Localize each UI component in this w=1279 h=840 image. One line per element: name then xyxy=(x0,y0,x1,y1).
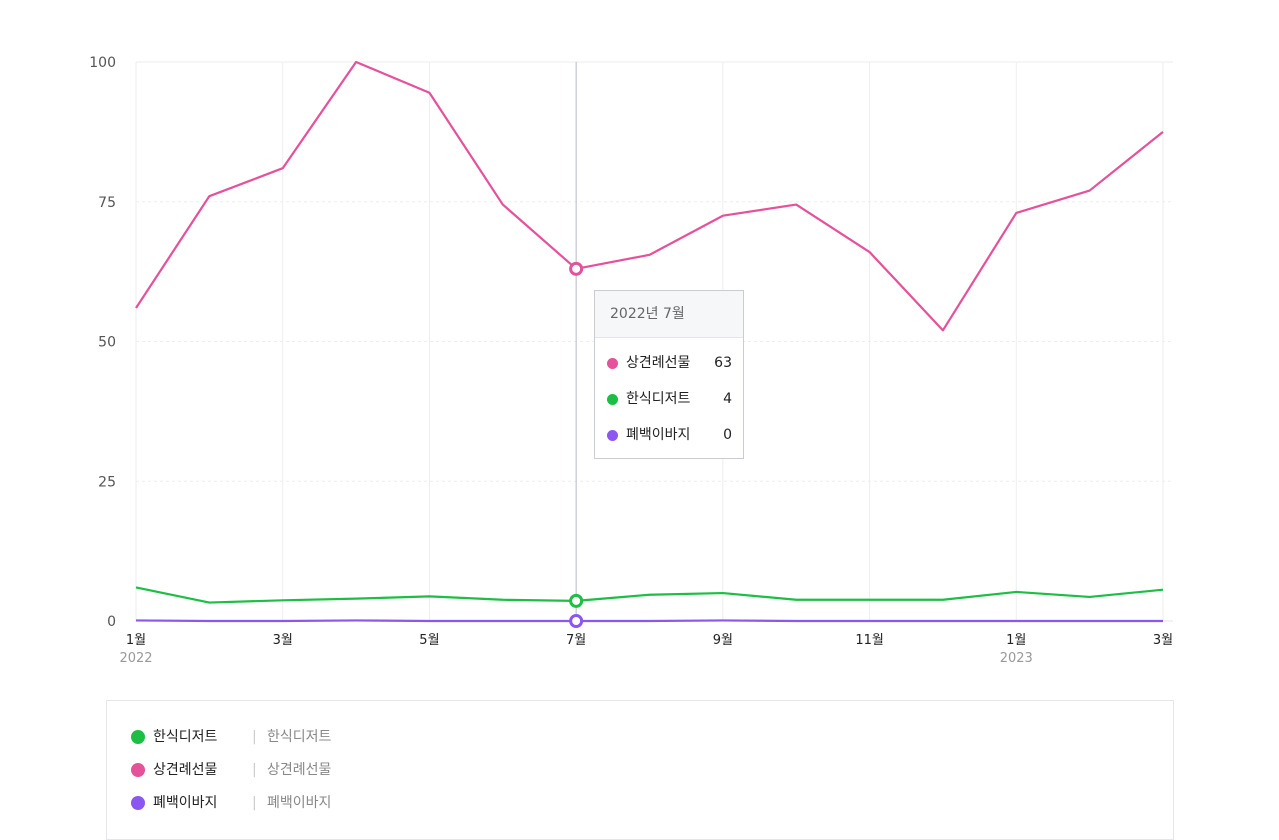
series-dot-icon xyxy=(607,394,618,405)
series-dot-icon xyxy=(607,430,618,441)
y-tick-label: 75 xyxy=(98,195,116,211)
legend-sublabel: 한식디저트 xyxy=(267,727,331,747)
tooltip-series-value: 0 xyxy=(723,417,732,453)
x-tick-label: 3월 xyxy=(1153,633,1173,648)
tooltip-series-value: 4 xyxy=(723,381,732,417)
y-tick-label: 0 xyxy=(107,614,116,630)
x-tick-label: 5월 xyxy=(419,633,439,648)
hover-point xyxy=(571,595,582,606)
tooltip-series-value: 63 xyxy=(714,345,732,381)
series-dot-icon xyxy=(131,796,145,810)
legend-label: 한식디저트 xyxy=(153,727,217,747)
legend-label: 상견례선물 xyxy=(153,760,217,780)
tooltip-series-name: 폐백이바지 xyxy=(626,417,690,453)
x-tick-label: 11월 xyxy=(855,633,884,648)
series-dot-icon xyxy=(131,763,145,777)
x-tick-label: 1월 xyxy=(126,633,146,648)
legend-separator: | xyxy=(252,760,257,780)
tooltip-title: 2022년 7월 xyxy=(595,291,743,338)
legend-label: 폐백이바지 xyxy=(153,793,217,813)
series-dot-icon xyxy=(131,730,145,744)
y-tick-label: 25 xyxy=(98,474,116,490)
y-tick-label: 100 xyxy=(89,55,116,71)
y-tick-label: 50 xyxy=(98,335,116,351)
y-axis: 0 25 50 75 100 xyxy=(89,55,116,630)
legend-sublabel: 상견례선물 xyxy=(267,760,331,780)
x-tick-label: 9월 xyxy=(713,633,733,648)
series-line xyxy=(136,620,1163,621)
legend-sublabel: 폐백이바지 xyxy=(267,793,331,813)
x-tick-label: 1월 xyxy=(1006,633,1026,648)
x-tick-year-label: 2023 xyxy=(1000,651,1033,666)
tooltip-series-name: 한식디저트 xyxy=(626,381,690,417)
tooltip-series-name: 상견례선물 xyxy=(626,345,690,381)
tooltip-row: 폐백이바지 0 xyxy=(595,417,743,453)
tooltip-row: 상견례선물 63 xyxy=(595,345,743,381)
chart-legend: 한식디저트 | 한식디저트 상견례선물 | 상견례선물 폐백이바지 | 폐백이바… xyxy=(106,700,1174,840)
tooltip-row: 한식디저트 4 xyxy=(595,381,743,417)
x-tick-label: 3월 xyxy=(273,633,293,648)
series-dot-icon xyxy=(607,358,618,369)
x-tick-label: 7월 xyxy=(566,633,586,648)
x-axis: 1월 2022 3월 5월 7월 9월 11월 1월 2023 3월 xyxy=(119,633,1173,666)
legend-separator: | xyxy=(252,727,257,747)
legend-separator: | xyxy=(252,793,257,813)
series-line xyxy=(136,587,1163,602)
chart-tooltip: 2022년 7월 상견례선물 63 한식디저트 4 폐백이바지 0 xyxy=(594,290,744,459)
hover-point xyxy=(571,616,582,627)
hover-point xyxy=(571,263,582,274)
x-tick-year-label: 2022 xyxy=(119,651,152,666)
